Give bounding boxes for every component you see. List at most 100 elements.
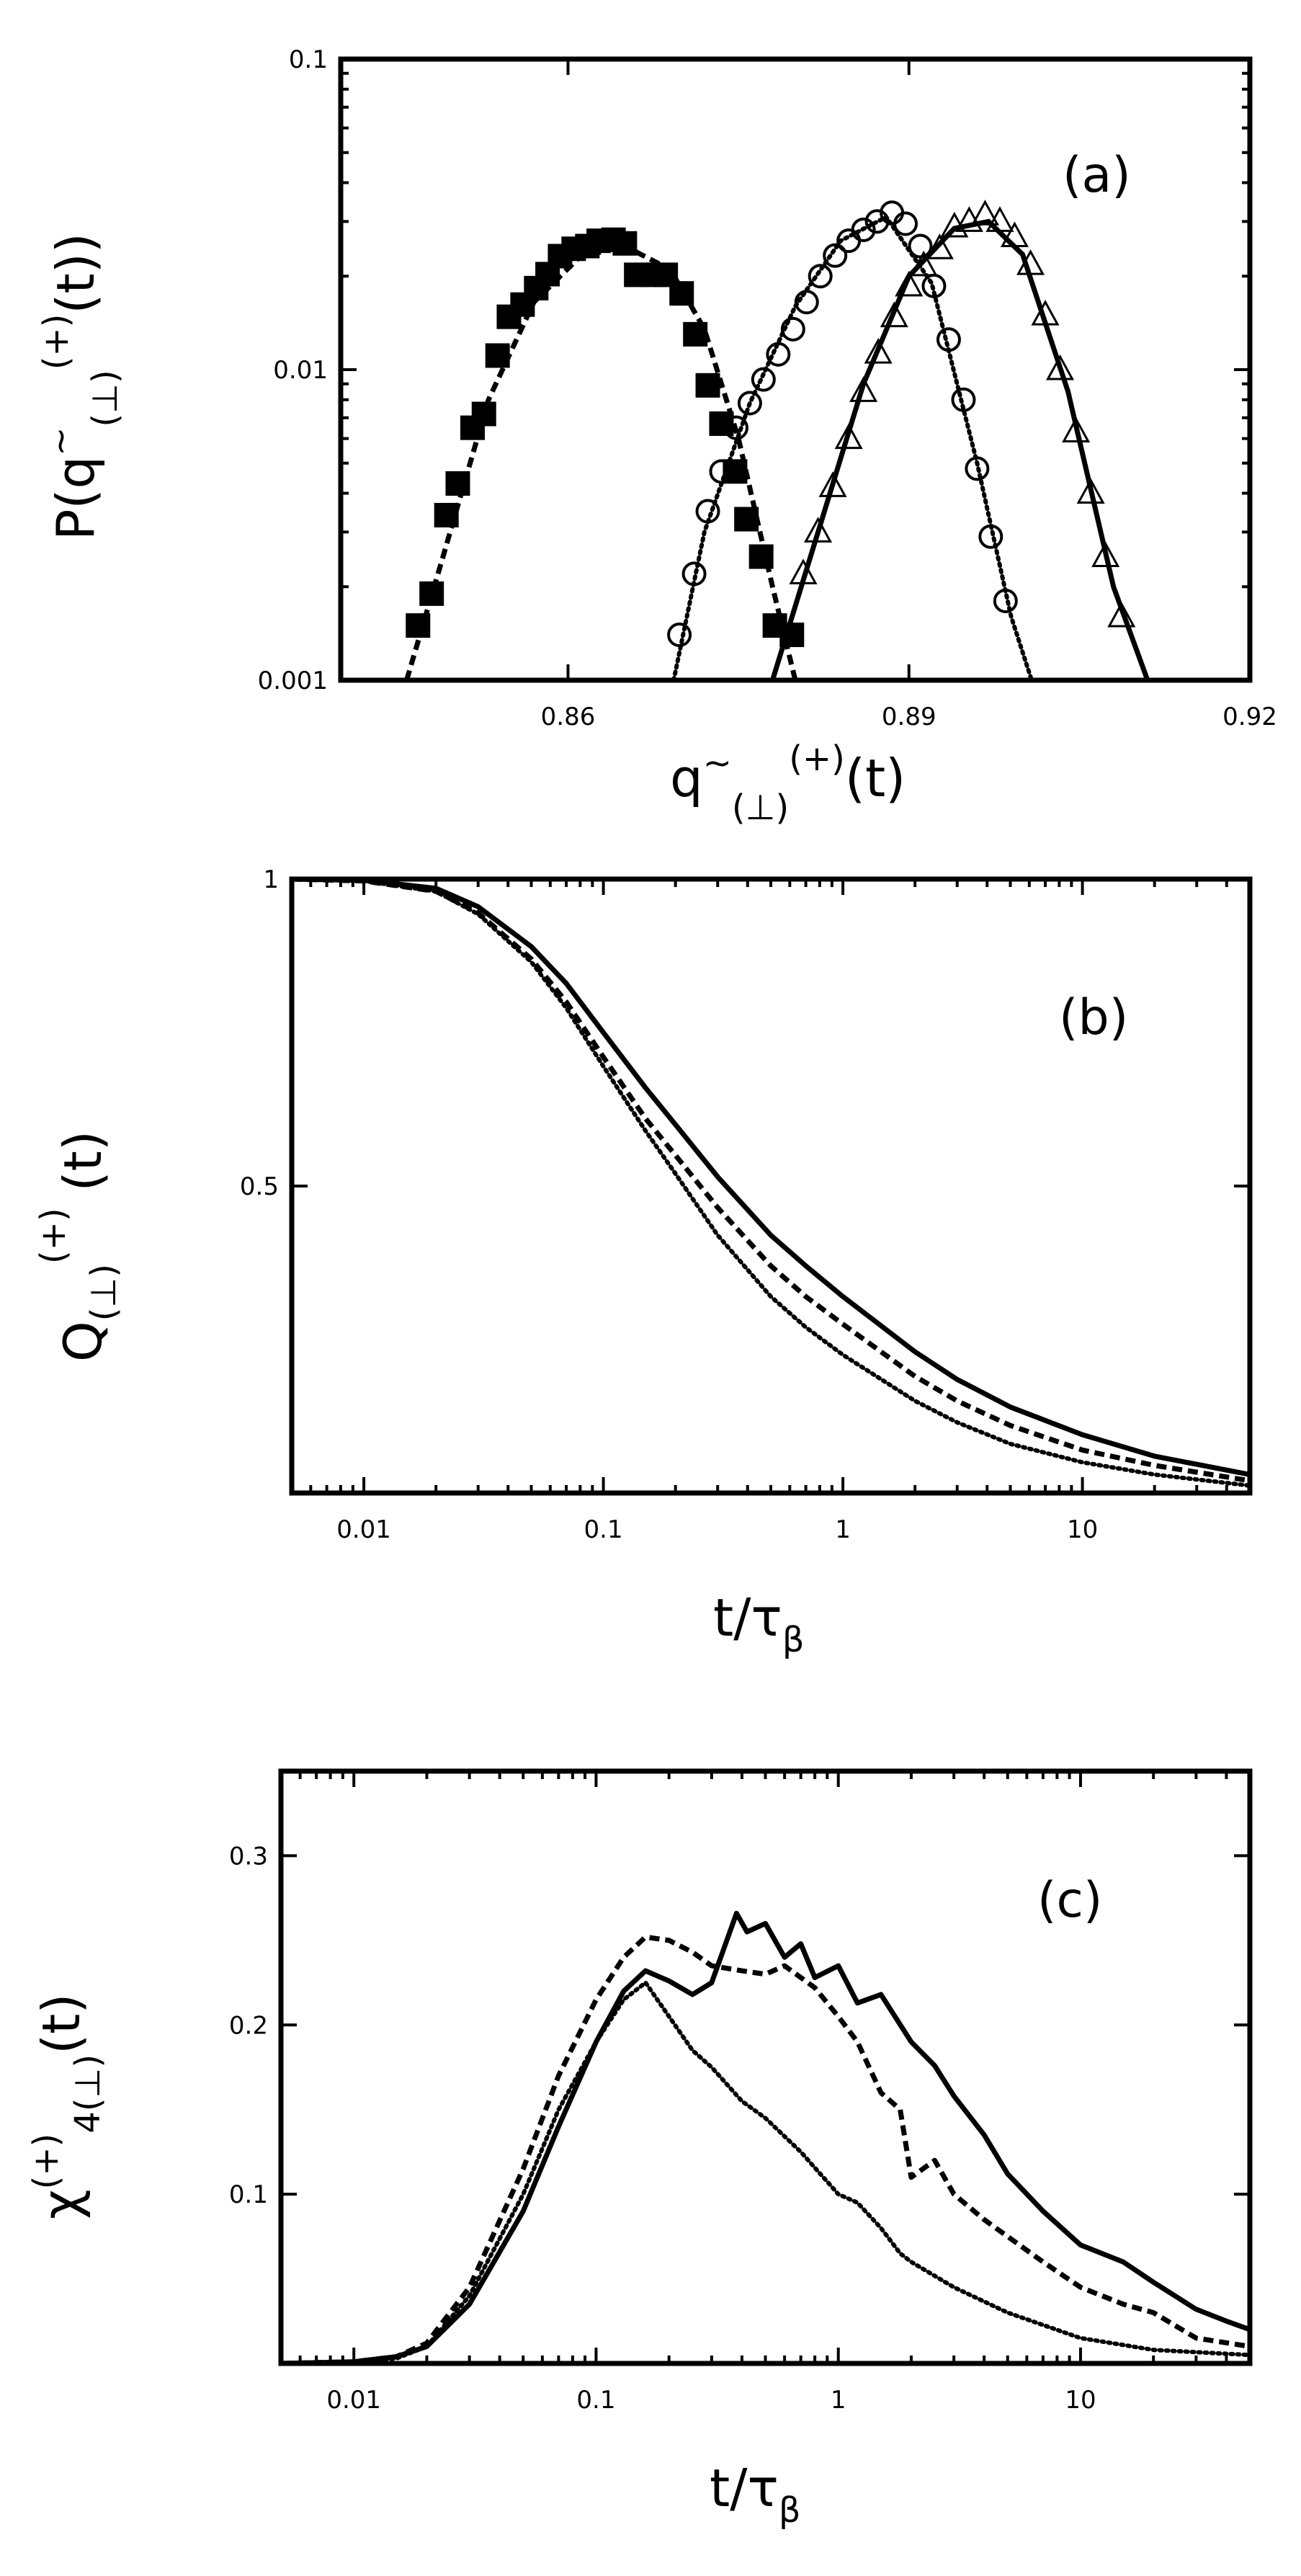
y-tick-label: 0.3	[229, 1842, 268, 1871]
panel-a-tick-labels: 0.86 0.89 0.92 0.001 0.01 0.1	[258, 45, 1277, 731]
data-point-square	[709, 411, 734, 436]
data-point-triangle	[895, 270, 924, 297]
data-point-square	[485, 343, 510, 368]
data-point-circle	[751, 367, 776, 392]
data-point-circle	[893, 211, 918, 236]
panel-a-ticks	[341, 58, 1251, 682]
data-point-triangle	[1062, 416, 1091, 442]
data-point-square	[612, 231, 638, 256]
data-point-circle	[951, 387, 976, 412]
x-tick-label: 10	[1067, 1515, 1098, 1544]
data-point-triangle	[804, 517, 833, 543]
series-line-dashed	[281, 1934, 1250, 2363]
x-tick-label: 0.89	[882, 703, 936, 731]
y-tick-label: 0.1	[229, 2180, 268, 2209]
panel-b-ticks	[292, 878, 1250, 1493]
data-point-triangle	[1046, 354, 1075, 380]
y-tick-label: 0.2	[229, 2011, 268, 2040]
panel-c: 0.01 0.1 1 10 0.1 0.2 0.3 (c) t/τβ χ(+)4(⊥)(t)	[26, 1768, 1253, 2531]
data-point-circle	[780, 316, 805, 342]
data-point-square	[695, 373, 720, 398]
series-line-solid	[281, 1910, 1250, 2363]
data-point-triangle	[1076, 478, 1105, 504]
y-tick-label: 0.1	[289, 45, 328, 74]
y-tick-label: 0.001	[258, 667, 328, 695]
x-tick-label: 10	[1065, 2386, 1096, 2415]
panel-c-series-group	[281, 1910, 1250, 2363]
data-point-circle	[965, 456, 990, 481]
panel-b-tick-labels: 0.01 0.1 1 10 0.5 1	[240, 865, 1098, 1544]
data-point-triangle	[789, 558, 818, 584]
y-tick-label: 0.01	[273, 356, 328, 385]
panel-b-y-axis-title: Q(⊥)(+) (t)	[33, 1131, 124, 1362]
series-line-dotted	[281, 1980, 1250, 2363]
panel-a-y-axis-title: P(q~(⊥)(+)(t))	[36, 233, 125, 540]
fit-curve-2	[671, 214, 1034, 680]
series-line-solid	[292, 879, 1250, 1477]
x-tick-label: 1	[835, 1515, 851, 1544]
y-tick-label: 0.5	[240, 1172, 279, 1201]
data-point-square	[445, 471, 470, 496]
x-tick-label: 0.1	[584, 1515, 623, 1544]
data-point-triangle	[1000, 221, 1029, 247]
data-point-square	[419, 581, 444, 606]
data-point-circle	[695, 499, 720, 524]
data-point-triangle	[818, 471, 847, 497]
fit-curve-3	[770, 218, 1150, 680]
data-point-triangle	[834, 423, 863, 450]
panel-a-series-group	[404, 200, 1150, 680]
data-point-circle	[709, 459, 734, 484]
panel-c-x-axis-title: t/τβ	[710, 2458, 800, 2531]
data-point-circle	[737, 391, 762, 416]
x-tick-label: 1	[831, 2386, 846, 2415]
data-point-square	[471, 401, 496, 427]
panel-a-x-axis-title: q~(⊥)(+)(t)	[670, 739, 906, 828]
data-point-circle	[794, 290, 819, 315]
data-point-square	[748, 544, 774, 569]
data-point-circle	[823, 243, 848, 268]
x-tick-label: 0.01	[336, 1515, 391, 1544]
panel-c-tick-labels: 0.01 0.1 1 10 0.1 0.2 0.3	[229, 1842, 1096, 2415]
data-point-triangle	[925, 233, 954, 259]
data-point-circle	[681, 561, 707, 587]
panel-a: 0.86 0.89 0.92 0.001 0.01 0.1 (a) q~(⊥)(+)(t)…	[36, 45, 1277, 828]
panel-c-frame	[278, 1768, 1253, 2366]
data-point-triangle	[970, 200, 999, 226]
panel-c-ticks	[281, 1771, 1250, 2363]
panel-c-plot-area	[281, 1910, 1250, 2363]
data-point-triangle	[1016, 249, 1045, 275]
data-point-square	[434, 502, 459, 527]
data-point-circle	[851, 217, 876, 242]
x-tick-label: 0.01	[326, 2386, 381, 2415]
data-point-triangle	[880, 301, 908, 328]
data-point-circle	[808, 264, 833, 289]
data-point-circle	[936, 327, 961, 352]
y-tick-label: 1	[263, 865, 279, 894]
data-point-triangle	[1031, 299, 1060, 326]
data-point-triangle	[849, 376, 878, 402]
data-point-circle	[723, 415, 748, 440]
panel-b-label: (b)	[1059, 989, 1128, 1046]
panel-b-plot-area	[292, 879, 1250, 1488]
data-point-triangle	[864, 338, 893, 364]
series-line-dotted	[292, 879, 1250, 1488]
data-point-triangle	[909, 250, 938, 277]
data-point-triangle	[1107, 601, 1136, 628]
data-point-square	[734, 507, 759, 532]
series-line-dashed	[292, 879, 1250, 1484]
x-tick-label: 0.1	[576, 2386, 615, 2415]
data-point-square	[406, 613, 431, 638]
data-point-square	[683, 321, 708, 347]
panel-b-series-group	[292, 879, 1250, 1488]
panel-b-x-axis-title: t/τβ	[713, 1587, 804, 1660]
panel-c-label: (c)	[1037, 1872, 1102, 1929]
panel-a-plot-area	[404, 200, 1150, 680]
panel-a-label: (a)	[1063, 147, 1131, 204]
data-point-circle	[766, 342, 791, 367]
panel-b: 0.01 0.1 1 10 0.5 1 (b) t/τβ Q(⊥)(+) (t)	[33, 865, 1253, 1660]
x-tick-label: 0.92	[1222, 703, 1277, 731]
data-point-circle	[667, 623, 692, 648]
data-point-triangle	[985, 206, 1014, 232]
x-tick-label: 0.86	[541, 703, 596, 731]
